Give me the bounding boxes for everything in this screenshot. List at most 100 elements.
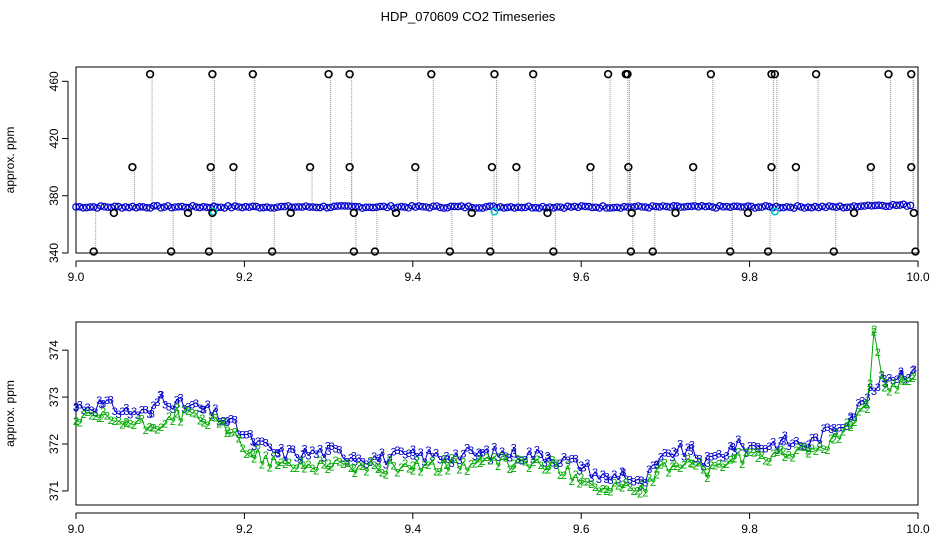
- series-line: [400, 450, 406, 456]
- data-point-label: 2: [394, 467, 400, 479]
- series-line: [160, 394, 166, 405]
- series-line: [869, 386, 875, 392]
- data-point-label: 2: [549, 454, 555, 466]
- data-point-label: 3: [185, 402, 191, 414]
- series-line: [653, 463, 658, 466]
- series-line: [706, 464, 712, 479]
- data-point-label: 3: [766, 441, 772, 453]
- data-point-label: 3: [414, 451, 420, 463]
- data-point-label: 3: [275, 448, 281, 460]
- series-line: [478, 457, 483, 462]
- series-line: [129, 410, 135, 415]
- series-line: [199, 420, 205, 423]
- data-point: [613, 203, 621, 212]
- series-line: [470, 449, 476, 457]
- data-point: [82, 203, 91, 212]
- data-point-label: 3: [712, 450, 718, 462]
- data-point: [620, 202, 628, 211]
- data-point-label: 3: [73, 401, 79, 413]
- data-point-label: 2: [855, 406, 861, 418]
- data-point-label: 2: [443, 460, 449, 472]
- data-point-label: 3: [263, 438, 269, 450]
- data-point-label: 2: [511, 458, 517, 470]
- data-point-label: 3: [170, 404, 176, 416]
- data-point-label: 2: [376, 462, 382, 474]
- data-point-label: 2: [205, 420, 211, 432]
- series-line: [439, 458, 445, 472]
- data-point-label: 2: [902, 376, 908, 388]
- data-point: [454, 202, 462, 211]
- data-point: [821, 203, 830, 212]
- data-point-label: 2: [108, 415, 114, 427]
- series-line: [737, 451, 743, 465]
- outlier-point: [770, 69, 780, 79]
- series-line: [214, 408, 220, 422]
- data-point-label: 3: [604, 472, 610, 484]
- series-line: [606, 476, 611, 481]
- series-line: [424, 450, 429, 463]
- x-tick-label: 9.6: [573, 522, 590, 536]
- series-line: [277, 447, 282, 453]
- data-point-label: 3: [544, 451, 550, 463]
- data-point: [687, 202, 696, 211]
- data-point: [846, 203, 855, 211]
- series-line: [164, 415, 170, 424]
- data-point-label: 2: [131, 420, 137, 432]
- data-point-label: 3: [817, 439, 823, 451]
- series-line: [230, 431, 235, 434]
- series-line: [343, 462, 348, 465]
- data-point-label: 2: [805, 448, 811, 460]
- data-point-label: 3: [267, 442, 273, 454]
- data-point-label: 3: [758, 444, 764, 456]
- series-line: [164, 403, 170, 407]
- series-line: [133, 419, 139, 426]
- series-line: [765, 459, 770, 462]
- data-point-label: 3: [391, 446, 397, 458]
- data-point-label: 2: [611, 478, 617, 490]
- data-point-label: 3: [824, 422, 830, 434]
- series-line: [552, 459, 557, 464]
- data-point: [770, 207, 779, 216]
- data-point-label: 3: [487, 455, 493, 467]
- outlier-point: [286, 208, 295, 218]
- data-point: [839, 203, 848, 212]
- series-line: [466, 463, 472, 472]
- data-point-label: 2: [181, 404, 187, 416]
- data-point-label: 2: [584, 477, 590, 489]
- data-point-label: 3: [300, 448, 306, 460]
- data-point-label: 2: [123, 418, 129, 430]
- series-line: [664, 452, 669, 454]
- series-line: [765, 445, 770, 449]
- series-line: [691, 462, 696, 467]
- series-line: [358, 464, 363, 467]
- data-point-label: 3: [472, 451, 478, 463]
- series-line: [412, 448, 418, 457]
- data-point-label: 2: [793, 445, 799, 457]
- series-line: [389, 459, 395, 466]
- data-point: [503, 203, 512, 212]
- series-line: [137, 418, 143, 421]
- data-point-label: 3: [255, 436, 261, 448]
- data-point-label: 3: [731, 446, 737, 458]
- data-point-label: 3: [820, 423, 826, 435]
- series-line: [711, 454, 716, 458]
- outlier-point: [183, 208, 193, 218]
- data-point: [256, 203, 264, 212]
- data-point-label: 2: [379, 467, 385, 479]
- data-point-label: 3: [863, 400, 869, 412]
- series-line: [687, 444, 693, 448]
- series-line: [629, 479, 634, 483]
- series-line: [528, 461, 534, 469]
- y-tick-label: 380: [47, 185, 61, 205]
- data-point: [362, 203, 370, 212]
- data-point-label: 3: [104, 395, 110, 407]
- series-line: [707, 455, 712, 458]
- data-point-label: 3: [507, 453, 513, 465]
- data-point-label: 2: [326, 458, 332, 470]
- data-point-label: 2: [406, 463, 412, 475]
- series-line: [873, 386, 879, 392]
- data-point-label: 3: [836, 422, 842, 434]
- series-line: [91, 414, 96, 417]
- data-point: [199, 203, 208, 211]
- data-point-label: 3: [662, 448, 668, 460]
